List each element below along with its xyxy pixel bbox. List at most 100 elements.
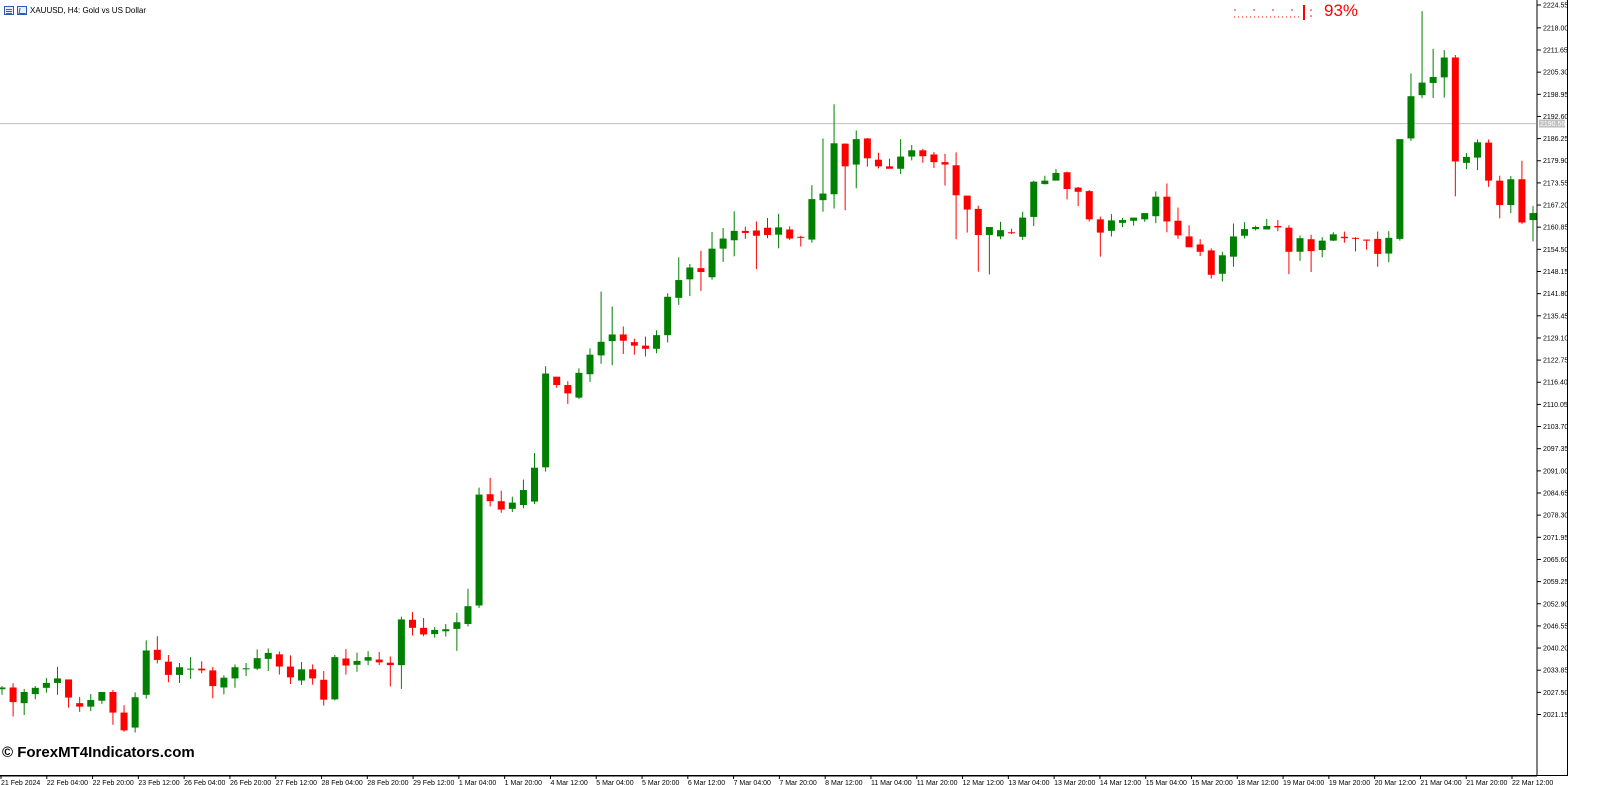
candle-body [1096,219,1104,233]
candle-body [1185,236,1193,248]
x-tick-label: 1 Mar 20:00 [505,780,542,785]
candle-body [1085,191,1093,220]
candle-body [164,661,172,675]
x-tick-label: 1 Mar 04:00 [459,780,496,785]
x-tick-label: 15 Mar 20:00 [1191,780,1232,785]
candle-body [974,208,982,236]
candle-body [497,501,505,510]
candle-body [619,334,627,341]
y-tick-label: 2040.20 [1543,646,1568,653]
y-tick-label: 2160.85 [1543,225,1568,232]
candle-body [764,227,771,236]
candle-body [819,193,827,201]
y-tick-label: 2148.15 [1543,269,1568,276]
candle-body [309,669,317,679]
candle-body [353,660,361,665]
candle-body [53,678,61,683]
candle-body [863,138,871,159]
x-tick-label: 18 Mar 12:00 [1237,780,1278,785]
candle-body [630,342,638,346]
x-tick-label: 5 Mar 04:00 [596,780,633,785]
candle-body [1285,227,1293,252]
candle-body [519,490,527,506]
candle-body [453,622,461,629]
candle-body [1207,250,1215,275]
x-tick-label: 29 Feb 12:00 [413,780,454,785]
candle-body [9,687,17,703]
candle-body [1052,172,1060,181]
x-tick-label: 8 Mar 12:00 [825,780,862,785]
candle-body [841,143,849,167]
candle-body [153,649,161,660]
candle-body [719,238,727,249]
y-tick-label: 2198.95 [1543,92,1568,99]
candle-body [331,657,339,700]
candle-body [531,467,539,502]
candle-body [996,230,1004,237]
candle-body [364,657,372,661]
x-tick-label: 26 Feb 04:00 [184,780,225,785]
candle-body [874,159,882,167]
y-tick-label: 2078.30 [1543,513,1568,520]
x-tick-label: 12 Mar 12:00 [963,780,1004,785]
candle-body [908,150,916,157]
candle-body [1351,237,1359,239]
candle-body [797,236,805,238]
candle-body [286,666,294,678]
candle-body [1229,236,1237,257]
y-tick-label: 2071.95 [1543,535,1568,542]
x-tick-label: 21 Feb 2024 [1,780,40,785]
candle-body [65,679,73,698]
candle-body [919,150,927,157]
candle-body [1196,244,1204,252]
candle-body [442,629,450,632]
y-tick-label: 2173.55 [1543,180,1568,187]
gauge-dots-icon [1234,5,1312,20]
y-tick-label: 2135.45 [1543,313,1568,320]
x-tick-label: 27 Feb 12:00 [276,780,317,785]
candle-body [231,667,239,679]
candle-body [20,692,28,704]
x-tick-label: 26 Feb 20:00 [230,780,271,785]
y-tick-label: 2021.15 [1543,712,1568,719]
candle-body [597,341,605,356]
candle-body [641,345,649,349]
y-tick-label: 2211.65 [1543,47,1568,54]
candle-body [952,165,960,196]
x-tick-label: 22 Feb 20:00 [93,780,134,785]
candle-body [852,139,860,165]
candle-body [1074,187,1082,192]
y-tick-label: 2205.30 [1543,70,1568,77]
candle-body [1329,234,1337,241]
candle-body [985,227,993,236]
chart-properties-icon[interactable] [17,5,27,15]
candle-body [675,280,683,298]
y-tick-label: 2091.00 [1543,468,1568,475]
y-tick-label: 2129.10 [1543,335,1568,342]
candle-body [553,376,561,386]
candle-body [120,712,128,731]
candle-body [109,692,117,713]
x-tick-label: 19 Mar 04:00 [1283,780,1324,785]
candle-body [1296,238,1304,252]
candle-body [1407,96,1415,139]
candle-body [653,335,661,349]
y-tick-label: 2224.55 [1543,3,1568,10]
candle-body [187,668,195,670]
candle-body [886,166,894,169]
y-tick-label: 2218.00 [1543,25,1568,32]
y-tick-label: 2052.90 [1543,601,1568,608]
candle-body [431,629,439,635]
chart-list-icon[interactable] [4,5,14,15]
current-price-label: 2190.56 [1540,121,1565,128]
candle-body [1107,220,1115,231]
candle-body [1019,217,1027,237]
candle-body [1119,220,1127,223]
candle-body [542,373,550,468]
candle-body [1440,57,1448,78]
y-tick-label: 2084.65 [1543,491,1568,498]
x-tick-label: 6 Mar 12:00 [688,780,725,785]
